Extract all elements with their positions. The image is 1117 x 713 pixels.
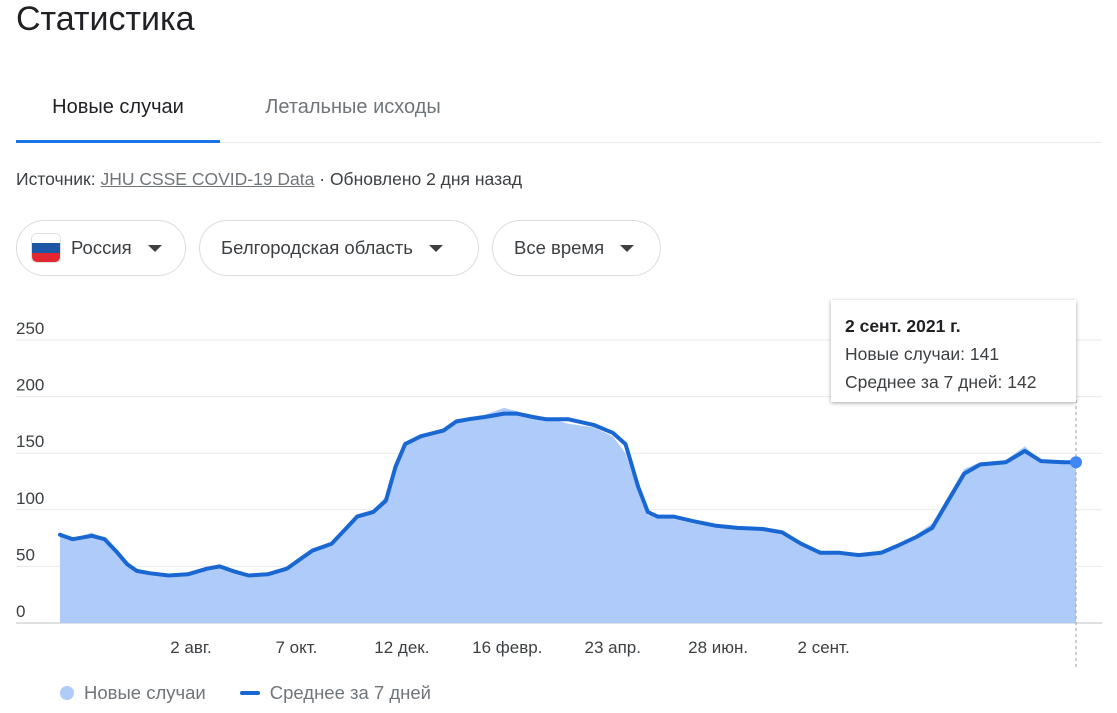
period-selector[interactable]: Все время <box>492 220 661 276</box>
country-selector[interactable]: Россия <box>16 220 186 276</box>
average-7d-line <box>58 411 1078 578</box>
y-tick-label: 100 <box>16 489 44 508</box>
tab-new-cases[interactable]: Новые случаи <box>16 74 220 141</box>
page-title: Статистика <box>16 0 195 38</box>
source-prefix: Источник: <box>16 169 101 189</box>
active-tab-indicator <box>16 140 220 143</box>
chevron-down-icon <box>428 244 443 252</box>
x-tick-label: 7 окт. <box>275 638 317 657</box>
period-value: Все время <box>514 237 605 258</box>
region-value: Белгородская область <box>221 237 413 258</box>
y-tick-label: 150 <box>16 432 44 451</box>
x-tick-label: 16 февр. <box>472 638 542 657</box>
hover-marker <box>1070 456 1082 469</box>
chart-tooltip: 2 сент. 2021 г. Новые случаи: 141 Средне… <box>831 300 1076 402</box>
russia-flag-icon <box>31 233 61 263</box>
legend-bars-swatch <box>60 686 74 700</box>
new-cases-area <box>60 407 1076 623</box>
y-tick-label: 250 <box>16 319 44 338</box>
chevron-down-icon <box>620 244 635 252</box>
x-tick-label: 28 июн. <box>688 638 748 657</box>
y-tick-label: 50 <box>16 545 35 564</box>
region-selector[interactable]: Белгородская область <box>199 220 479 276</box>
legend-line-swatch <box>239 691 260 695</box>
y-tick-label: 0 <box>16 602 25 621</box>
legend-bars-label: Новые случаи <box>84 682 206 703</box>
x-axis-ticks: 2 авг. 7 окт. 12 дек. 16 февр. 23 апр. 28 июн… <box>170 638 849 657</box>
source-link[interactable]: JHU CSSE COVID-19 Data <box>100 169 315 189</box>
tab-deaths-label: Летальные исходы <box>265 96 441 118</box>
x-tick-label: 2 авг. <box>170 638 212 657</box>
chevron-down-icon <box>147 244 162 252</box>
tab-deaths[interactable]: Летальные исходы <box>236 74 470 141</box>
x-tick-label: 12 дек. <box>374 638 429 657</box>
tooltip-new-cases: Новые случаи: 141 <box>845 344 1000 364</box>
x-tick-label: 2 сент. <box>798 638 850 657</box>
y-tick-label: 200 <box>16 376 44 395</box>
chart-legend: Новые случаи Среднее за 7 дней <box>60 682 431 704</box>
tooltip-average: Среднее за 7 дней: 142 <box>845 372 1037 392</box>
country-value: Россия <box>71 237 132 258</box>
x-tick-label: 23 апр. <box>584 638 640 657</box>
tooltip-date: 2 сент. 2021 г. <box>845 316 961 336</box>
y-axis-ticks: 0 50 100 150 200 250 <box>16 319 44 621</box>
source-line: Источник: JHU CSSE COVID-19 Data · Обнов… <box>16 169 522 190</box>
legend-line-label: Среднее за 7 дней <box>269 682 431 703</box>
updated-text: · Обновлено 2 дня назад <box>314 169 523 189</box>
tab-bar: Новые случаи Летальные исходы <box>16 74 1102 143</box>
tab-new-cases-label: Новые случаи <box>52 96 184 118</box>
